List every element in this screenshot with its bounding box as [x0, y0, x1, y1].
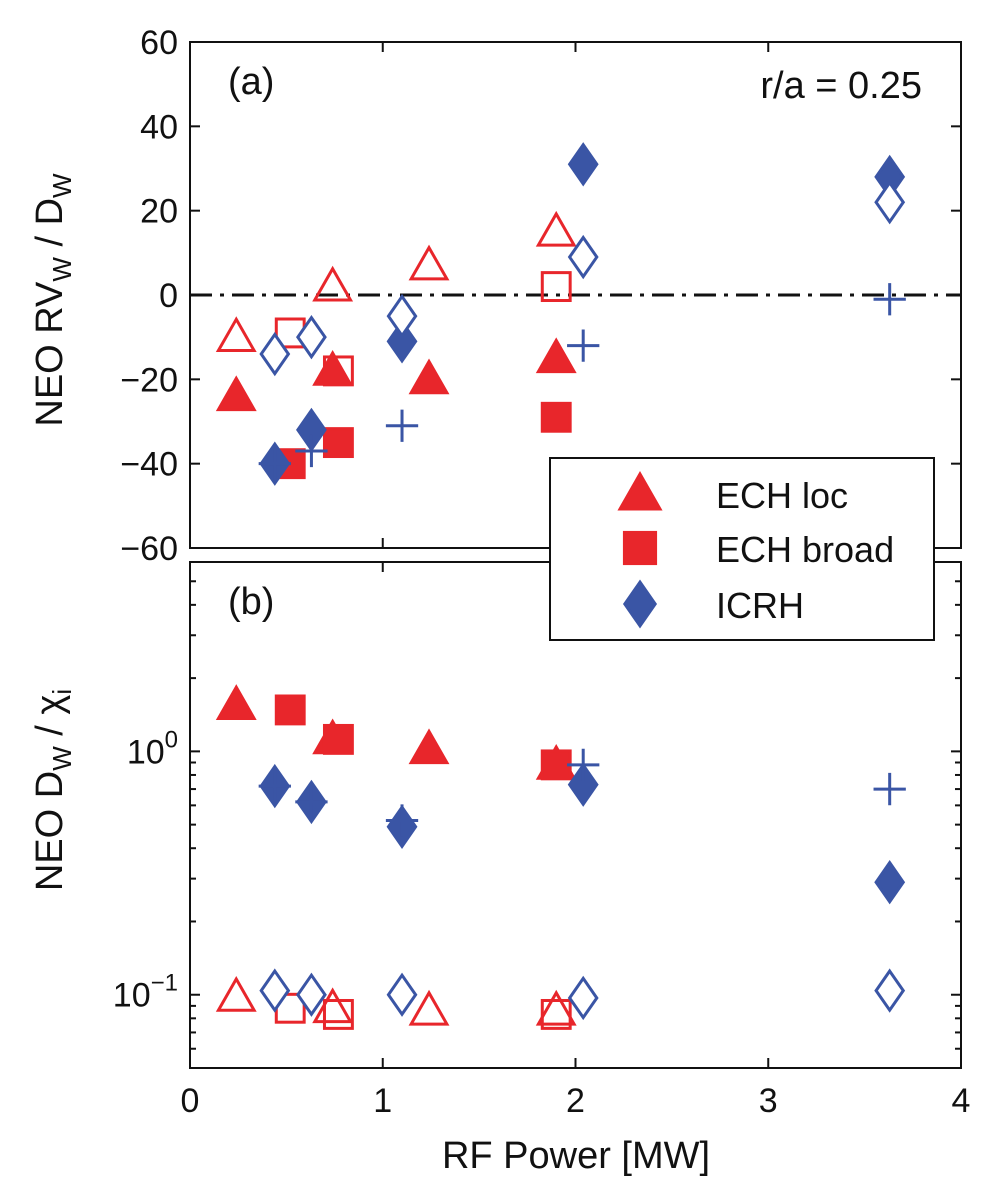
panel-a-point-icrh-plus — [873, 283, 906, 316]
panel-a-ticks: 60 40 20 0 −20 −40 −60 — [120, 24, 962, 568]
legend-label-ech-broad: ECH broad — [716, 529, 894, 570]
panel-b-marks — [215, 684, 906, 1030]
legend-label-ech-loc: ECH loc — [716, 475, 848, 516]
panel-a-point-icrh-plus — [385, 409, 419, 442]
panel-a-point-icrh-plus — [295, 434, 328, 468]
panel-b-point-icrh-plus — [385, 804, 419, 837]
panel-a-ylabel: NEO RVW / DW — [29, 173, 77, 427]
panel-b-point-icrh-filled — [567, 762, 599, 807]
panel-a-point-ech-loc-open — [535, 210, 577, 247]
panel-b-point-ech-broad-filled — [322, 723, 354, 755]
panel-a-point-ech-loc-open — [215, 316, 257, 353]
panel-a-ylabel-sub2: W — [47, 173, 77, 198]
panel-b-point-ech-broad-open — [322, 998, 354, 1030]
panel-a-point-ech-loc-filled — [215, 375, 257, 412]
panel-a-point-ech-loc-open — [408, 244, 450, 281]
panel-a-point-ech-broad-open — [322, 355, 354, 387]
panel-a-point-ech-loc-filled — [535, 337, 577, 374]
x-tick-label: 1 — [373, 1082, 392, 1120]
panel-a-point-icrh-open — [874, 180, 906, 225]
panel-a-point-ech-broad-open — [540, 271, 572, 303]
panel-b-point-icrh-open — [874, 968, 906, 1013]
panel-b-ylabel-sub2: i — [47, 689, 77, 695]
legend-marker-ech-broad — [622, 530, 658, 566]
panel-a-ytick-label: −60 — [120, 530, 178, 568]
panel-a-point-icrh-filled — [386, 319, 418, 364]
panel-b-ytick-label: 100 — [127, 726, 178, 771]
panel-a-ytick-label: −20 — [120, 361, 178, 399]
panel-a-point-ech-loc-open — [312, 265, 354, 302]
legend-marker-ech-loc — [617, 471, 663, 511]
panel-b-point-icrh-plus — [295, 785, 328, 819]
panel-b-point-icrh-open — [259, 968, 291, 1013]
panel-b-point-icrh-open — [386, 972, 418, 1017]
panel-a: 60 40 20 0 −20 −40 −60 (a) r/a = 0.25 NEO RVW … — [29, 24, 962, 568]
legend-box — [549, 457, 935, 641]
x-tick-label: 2 — [566, 1082, 585, 1120]
panel-b-point-ech-loc-filled — [408, 728, 450, 765]
panel-a-point-icrh-open — [386, 293, 418, 339]
panel-a-ytick-label: 40 — [140, 108, 178, 146]
panel-b-label: (b) — [228, 581, 274, 623]
legend-markers — [617, 471, 663, 629]
panel-b-ylabel-sub: W — [47, 746, 77, 771]
panel-a-point-icrh-plus — [258, 447, 291, 480]
panel-b-ticks: 0 1 2 3 4 100 10−1 — [113, 561, 971, 1120]
panel-b-point-ech-broad-filled — [540, 749, 572, 781]
panel-b-point-ech-broad-filled — [274, 694, 306, 726]
panel-b-point-icrh-open — [296, 972, 327, 1017]
panel-a-point-icrh-open — [567, 234, 599, 280]
panel-b-point-icrh-plus — [567, 748, 600, 782]
legend-label-icrh: ICRH — [716, 585, 804, 626]
panel-a-ylabel-mid: / D — [29, 198, 71, 257]
x-tick-label: 3 — [759, 1082, 778, 1120]
panel-b-ylabel-mid: / χ — [29, 695, 71, 747]
legend-marker-icrh — [622, 579, 658, 629]
panel-b: 0 1 2 3 4 100 10−1 (b) NEO DW / χi RF Power [M… — [29, 561, 971, 1177]
legend: ECH loc ECH broad ICRH — [549, 457, 935, 641]
panel-a-ytick-label: −40 — [120, 446, 178, 484]
panel-a-point-ech-broad-filled — [540, 401, 572, 433]
panel-a-marks — [215, 142, 906, 486]
panel-a-ytick-label: 20 — [140, 193, 178, 231]
panel-a-ylabel-main: NEO RV — [29, 281, 71, 427]
panel-b-ylabel: NEO DW / χi — [29, 689, 77, 891]
panel-b-point-icrh-filled — [874, 860, 906, 905]
panel-a-ylabel-sub: W — [47, 257, 77, 282]
panel-b-point-ech-loc-open — [215, 976, 257, 1012]
x-tick-label: 4 — [952, 1082, 971, 1120]
panel-b-point-icrh-plus — [873, 772, 906, 806]
panel-a-point-icrh-open — [259, 331, 291, 377]
panel-b-ylabel-main: NEO D — [29, 771, 71, 891]
panel-b-point-icrh-plus — [258, 769, 291, 803]
panel-b-point-ech-broad-open — [540, 998, 572, 1030]
panel-b-point-ech-loc-filled — [215, 684, 257, 720]
x-axis-label: RF Power [MW] — [442, 1135, 710, 1177]
panel-b-point-ech-loc-open — [408, 989, 450, 1026]
panel-b-ytick-label: 10−1 — [113, 970, 178, 1015]
panel-a-ytick-label: 60 — [140, 24, 178, 62]
panel-a-point-icrh-filled — [567, 142, 599, 187]
panel-a-point-icrh-plus — [567, 329, 600, 362]
panel-a-point-icrh-open — [296, 314, 327, 360]
panel-a-point-ech-loc-filled — [408, 358, 450, 395]
x-tick-label: 0 — [181, 1082, 200, 1120]
panel-a-ytick-label: 0 — [159, 277, 178, 315]
panel-a-label: (a) — [228, 61, 274, 103]
panel-b-point-ech-loc-open — [535, 989, 577, 1026]
panel-a-annotation: r/a = 0.25 — [760, 65, 922, 107]
panel-b-point-icrh-open — [567, 975, 599, 1021]
panel-a-point-ech-broad-filled — [322, 427, 354, 459]
